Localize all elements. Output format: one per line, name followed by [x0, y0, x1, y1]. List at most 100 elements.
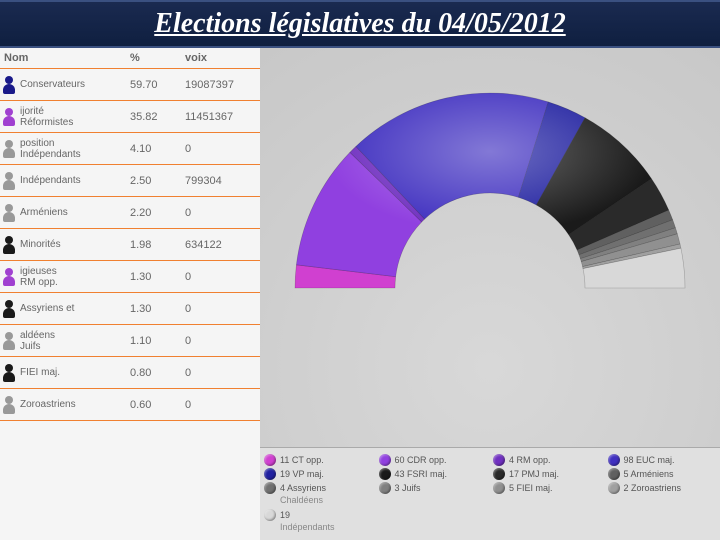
legend-label: 5 Arméniens: [624, 469, 674, 479]
page-title: Elections législatives du 04/05/2012: [154, 8, 565, 40]
voix-cell: 0: [185, 367, 260, 379]
person-icon: [2, 140, 16, 158]
table-row: igieusesRM opp. 1.300: [0, 261, 260, 293]
party-cell: positionIndépendants: [0, 138, 130, 160]
party-cell: FIEI maj.: [0, 364, 130, 382]
table-row: Assyriens et 1.300: [0, 293, 260, 325]
legend-dot-icon: [264, 509, 276, 521]
party-cell: igieusesRM opp.: [0, 266, 130, 288]
person-icon: [2, 236, 16, 254]
legend-item: 17 PMJ maj.: [493, 468, 602, 480]
voix-cell: 0: [185, 207, 260, 219]
party-cell: aldéensJuifs: [0, 330, 130, 352]
legend-dot-icon: [264, 454, 276, 466]
legend-dot-icon: [493, 454, 505, 466]
legend-item: 3 Juifs: [379, 482, 488, 494]
party-cell: ijoritéRéformistes: [0, 106, 130, 128]
party-label: Zoroastriens: [20, 399, 76, 410]
legend-dot-icon: [608, 482, 620, 494]
col-header-pct: %: [130, 52, 185, 64]
chart-panel: 11 CT opp. 60 CDR opp. 4 RM opp. 98 EUC maj…: [260, 48, 720, 540]
party-cell: Indépendants: [0, 172, 130, 190]
voix-cell: 634122: [185, 239, 260, 251]
legend-dot-icon: [493, 468, 505, 480]
pct-cell: 0.80: [130, 367, 185, 379]
results-table: Nom % voix Conservateurs 59.7019087397 ijo…: [0, 48, 260, 540]
legend-dot-icon: [379, 482, 391, 494]
pct-cell: 2.50: [130, 175, 185, 187]
pct-cell: 1.98: [130, 239, 185, 251]
party-label: ijoritéRéformistes: [20, 106, 73, 128]
col-header-voix: voix: [185, 52, 260, 64]
table-header: Nom % voix: [0, 48, 260, 69]
legend-dot-icon: [379, 454, 391, 466]
table-row: Minorités 1.98634122: [0, 229, 260, 261]
legend-dot-icon: [264, 482, 276, 494]
voix-cell: 799304: [185, 175, 260, 187]
table-row: ijoritéRéformistes 35.8211451367: [0, 101, 260, 133]
legend-label: 3 Juifs: [395, 483, 421, 493]
legend-item: 19: [264, 509, 373, 521]
table-row: FIEI maj. 0.800: [0, 357, 260, 389]
legend-label: 4 Assyriens: [280, 483, 326, 493]
col-header-name: Nom: [0, 52, 130, 64]
person-icon: [2, 364, 16, 382]
legend-dot-icon: [379, 468, 391, 480]
legend-item: 5 Arméniens: [608, 468, 717, 480]
table-row: Conservateurs 59.7019087397: [0, 69, 260, 101]
person-icon: [2, 396, 16, 414]
pct-cell: 35.82: [130, 111, 185, 123]
person-icon: [2, 300, 16, 318]
voix-cell: 0: [185, 335, 260, 347]
party-cell: Minorités: [0, 236, 130, 254]
pct-cell: 0.60: [130, 399, 185, 411]
legend-label: 11 CT opp.: [280, 455, 324, 465]
party-cell: Arméniens: [0, 204, 130, 222]
party-label: Assyriens et: [20, 303, 74, 314]
legend-item: 98 EUC maj.: [608, 454, 717, 466]
voix-cell: 11451367: [185, 111, 260, 123]
pct-cell: 4.10: [130, 143, 185, 155]
person-icon: [2, 108, 16, 126]
legend-item: 43 FSRI maj.: [379, 468, 488, 480]
party-label: FIEI maj.: [20, 367, 60, 378]
legend-item: 4 Assyriens: [264, 482, 373, 494]
party-label: Arméniens: [20, 207, 68, 218]
legend-label: 19 VP maj.: [280, 469, 324, 479]
legend-item: 5 FIEI maj.: [493, 482, 602, 494]
person-icon: [2, 204, 16, 222]
party-label: Conservateurs: [20, 79, 85, 90]
party-label: igieusesRM opp.: [20, 266, 58, 288]
legend-item: 2 Zoroastriens: [608, 482, 717, 494]
legend-dot-icon: [608, 454, 620, 466]
pct-cell: 1.10: [130, 335, 185, 347]
voix-cell: 0: [185, 143, 260, 155]
pct-cell: 1.30: [130, 303, 185, 315]
legend-area: 11 CT opp. 60 CDR opp. 4 RM opp. 98 EUC maj…: [260, 447, 720, 540]
party-label: aldéensJuifs: [20, 330, 55, 352]
party-label: positionIndépendants: [20, 138, 81, 160]
person-icon: [2, 76, 16, 94]
table-row: Indépendants2.50799304: [0, 165, 260, 197]
pct-cell: 1.30: [130, 271, 185, 283]
voix-cell: 19087397: [185, 79, 260, 91]
pct-cell: 59.70: [130, 79, 185, 91]
legend-sublabel: Indépendants: [264, 522, 373, 532]
title-bar: Elections législatives du 04/05/2012: [0, 0, 720, 48]
voix-cell: 0: [185, 271, 260, 283]
legend-label: 17 PMJ maj.: [509, 469, 559, 479]
legend-label: 4 RM opp.: [509, 455, 551, 465]
party-cell: Conservateurs: [0, 76, 130, 94]
legend-label: 98 EUC maj.: [624, 455, 675, 465]
legend-sublabel: Chaldéens: [264, 495, 373, 505]
table-row: positionIndépendants 4.100: [0, 133, 260, 165]
legend-dot-icon: [264, 468, 276, 480]
legend-item: 60 CDR opp.: [379, 454, 488, 466]
person-icon: [2, 332, 16, 350]
voix-cell: 0: [185, 303, 260, 315]
legend-label: 60 CDR opp.: [395, 455, 447, 465]
hemicycle-chart: [260, 48, 720, 368]
party-label: Minorités: [20, 239, 61, 250]
voix-cell: 0: [185, 399, 260, 411]
legend-label: 5 FIEI maj.: [509, 483, 553, 493]
